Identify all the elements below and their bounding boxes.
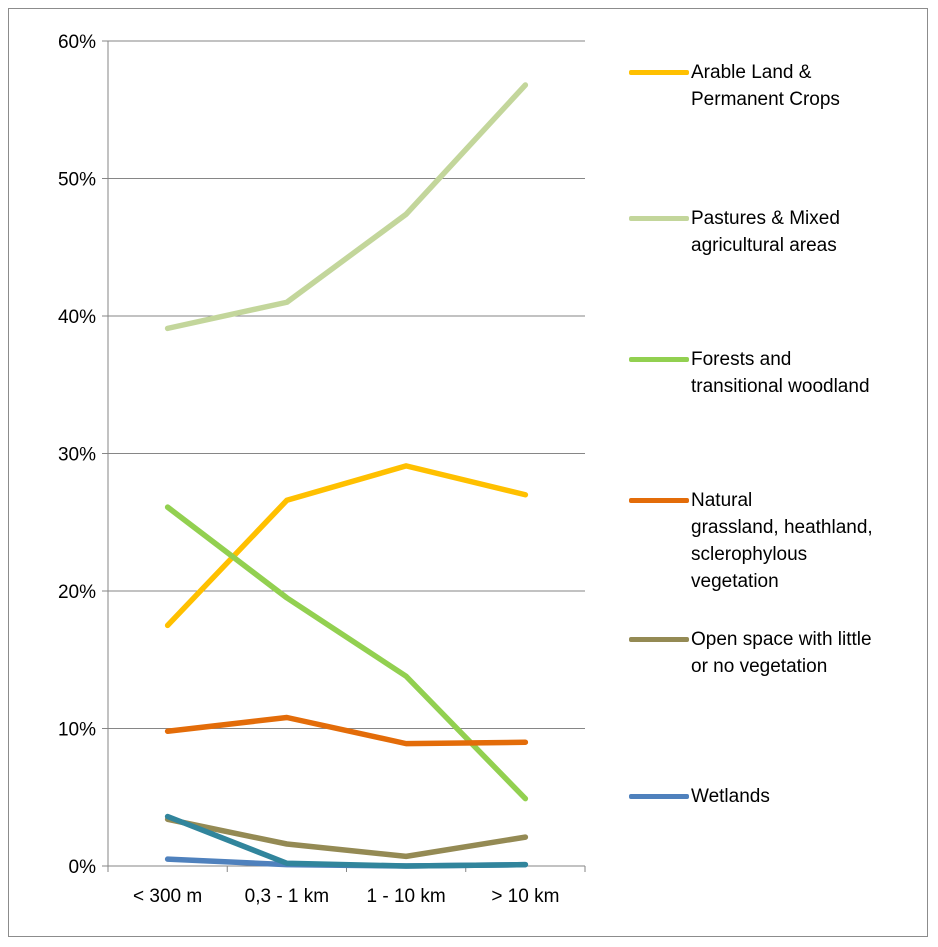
y-tick-labels: 0% 10% 20% 30% 40% 50% 60%	[58, 32, 96, 878]
x-tick-label: > 10 km	[491, 886, 559, 907]
x-tick-label: 0,3 - 1 km	[245, 886, 329, 907]
y-tick-label: 30%	[58, 445, 96, 466]
legend-swatch	[629, 216, 689, 221]
gridlines	[108, 40, 585, 729]
legend-swatch	[629, 794, 689, 799]
legend-label: Arable Land & Permanent Crops	[691, 62, 840, 110]
legend-swatch	[629, 498, 689, 503]
series-line-2	[164, 504, 529, 802]
y-tick-label: 40%	[58, 307, 96, 328]
series-line-6	[164, 813, 529, 869]
legend-label: Pastures & Mixed agricultural areas	[691, 208, 840, 256]
legend-label: Natural grassland, heathland, sclerophyl…	[691, 490, 873, 592]
series-lines	[164, 82, 529, 869]
legend-swatch	[629, 357, 689, 362]
x-tick-label: 1 - 10 km	[367, 886, 446, 907]
axes	[102, 40, 586, 872]
legend-label: Wetlands	[691, 786, 770, 807]
series-line-4	[164, 816, 529, 860]
series-line-3	[164, 714, 529, 747]
x-tick-labels: < 300 m 0,3 - 1 km 1 - 10 km > 10 km	[133, 886, 559, 907]
y-tick-label: 10%	[58, 720, 96, 741]
legend-swatch	[629, 70, 689, 75]
x-tick-label: < 300 m	[133, 886, 202, 907]
y-tick-label: 0%	[69, 857, 97, 878]
legend-label: Open space with little or no vegetation	[691, 629, 872, 677]
y-tick-label: 20%	[58, 582, 96, 603]
y-tick-label: 60%	[58, 32, 96, 53]
series-line-0	[164, 463, 529, 629]
legend-label: Forests and transitional woodland	[691, 349, 870, 397]
legend-swatch	[629, 637, 689, 642]
series-line-1	[164, 82, 529, 332]
line-chart: 0% 10% 20% 30% 40% 50% 60% < 300 m 0,3 - 1 km 1 …	[58, 32, 586, 907]
y-tick-label: 50%	[58, 170, 96, 191]
chart-frame: 0% 10% 20% 30% 40% 50% 60% < 300 m 0,3 - 1 km 1 …	[8, 8, 928, 937]
